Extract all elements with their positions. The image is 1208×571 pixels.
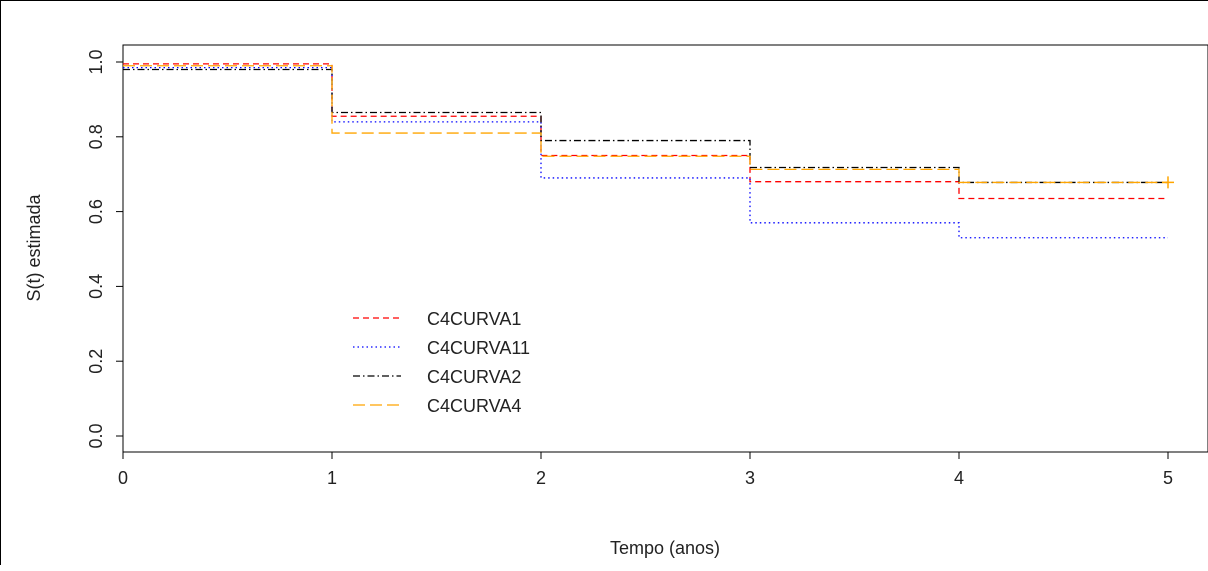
y-tick-label: 0.4	[86, 274, 106, 299]
y-tick-label: 0.8	[86, 124, 106, 149]
x-tick-label: 2	[536, 468, 546, 488]
censor-mark	[1162, 176, 1174, 189]
x-tick-label: 4	[954, 468, 964, 488]
legend: C4CURVA1 C4CURVA11 C4CURVA2 C4CURVA4	[353, 309, 530, 416]
x-tick-label: 0	[118, 468, 128, 488]
x-tick-label: 1	[327, 468, 337, 488]
series-layer	[123, 63, 1174, 239]
series-line	[123, 63, 1168, 200]
legend-label: C4CURVA2	[427, 367, 521, 387]
x-axis-label: Tempo (anos)	[610, 538, 720, 558]
y-axis-label: S(t) estimada	[24, 194, 44, 302]
legend-label: C4CURVA11	[427, 338, 530, 358]
legend-label: C4CURVA1	[427, 309, 521, 329]
y-tick-label: 0.2	[86, 349, 106, 374]
series-line	[123, 68, 1168, 184]
series-line	[123, 65, 1168, 184]
series-line	[123, 66, 1168, 239]
plot-frame	[122, 44, 1208, 453]
x-axis: 0 1 2 3 4 5	[118, 451, 1173, 488]
y-tick-label: 0.0	[86, 423, 106, 448]
x-tick-label: 5	[1163, 468, 1173, 488]
y-axis: 0.0 0.2 0.4 0.6 0.8 1.0	[86, 49, 124, 449]
y-tick-label: 1.0	[86, 49, 106, 74]
y-tick-label: 0.6	[86, 199, 106, 224]
x-tick-label: 3	[745, 468, 755, 488]
legend-label: C4CURVA4	[427, 396, 521, 416]
